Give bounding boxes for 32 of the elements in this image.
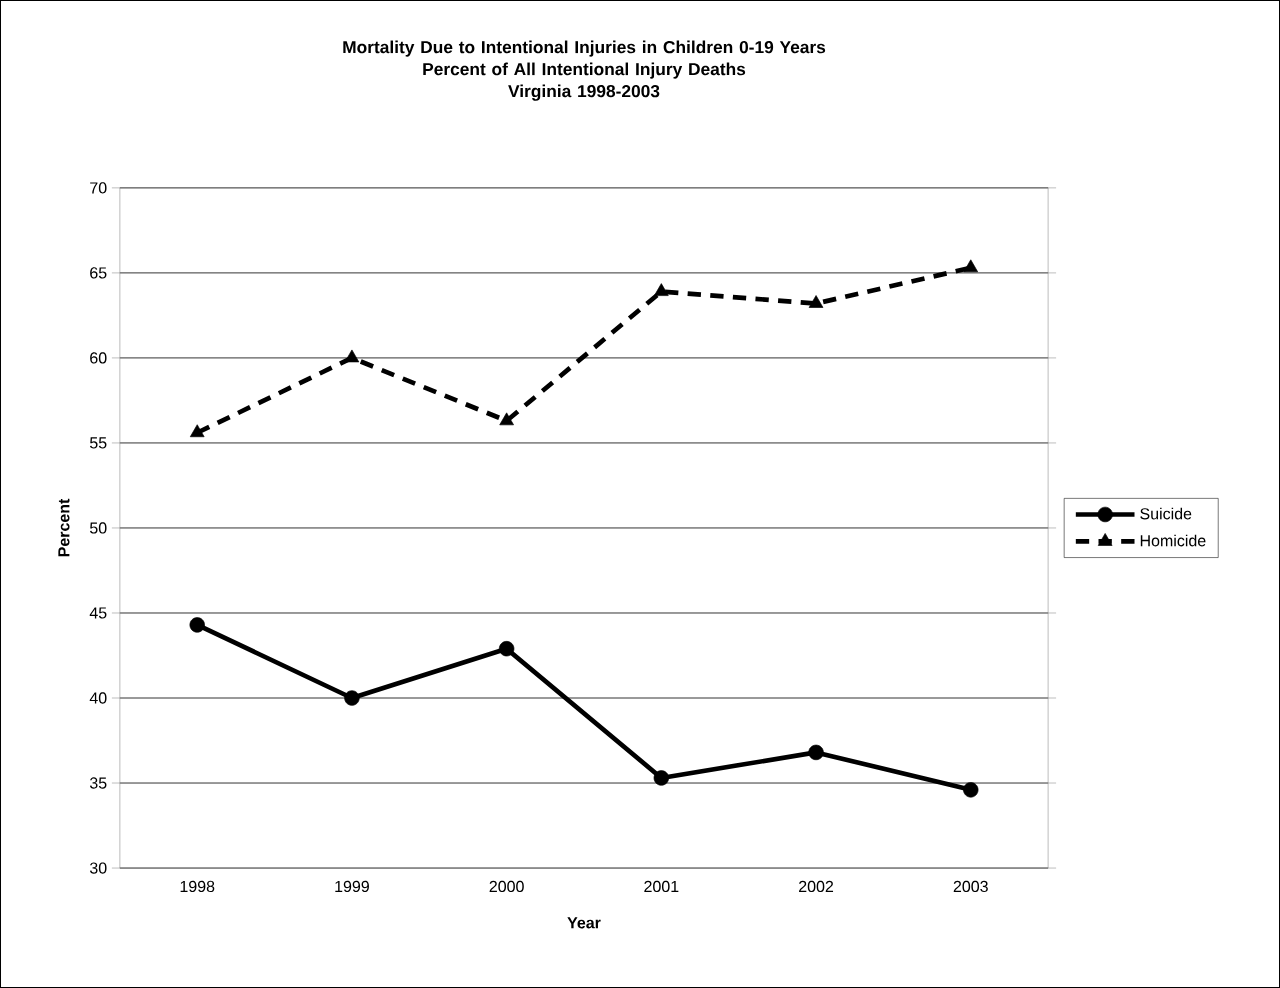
point [189, 617, 205, 633]
y-tick-label: 50 [90, 522, 107, 534]
y-tick-label: 35 [89, 777, 107, 789]
chart-title: Mortality Due to Intentional Injuries in Children 0-19 Years [343, 40, 826, 57]
x-tick-label: 2002 [799, 880, 834, 893]
y-tick-label: 65 [90, 267, 107, 279]
point [963, 782, 979, 798]
x-tick-label: 2003 [953, 880, 988, 893]
x-tick-label: 2001 [644, 880, 679, 893]
legend-label: Homicide [1140, 534, 1206, 547]
point [498, 641, 515, 657]
y-axis-title: Percent [58, 498, 70, 557]
x-tick-label: 2000 [489, 880, 524, 893]
y-tick-label: 60 [90, 352, 107, 364]
point [808, 295, 824, 308]
point [653, 770, 670, 786]
y-tick-label: 40 [89, 692, 107, 704]
point [963, 259, 979, 273]
legend-label: Suicide [1140, 507, 1192, 520]
point [189, 424, 205, 438]
chart-subtitle: Percent of All Intentional Injury Deaths Virginia 1998-2003 [423, 62, 746, 101]
y-tick-label: 55 [90, 437, 107, 449]
point [808, 744, 824, 761]
point [499, 412, 514, 426]
x-tick-label: 1999 [335, 880, 369, 893]
y-tick-label: 70 [90, 182, 107, 194]
point [654, 283, 669, 296]
x-tick-label: 1998 [180, 880, 215, 893]
x-axis-title: Year [567, 917, 601, 929]
point [344, 690, 360, 706]
y-tick-label: 30 [89, 862, 107, 874]
y-tick-label: 45 [89, 607, 107, 619]
